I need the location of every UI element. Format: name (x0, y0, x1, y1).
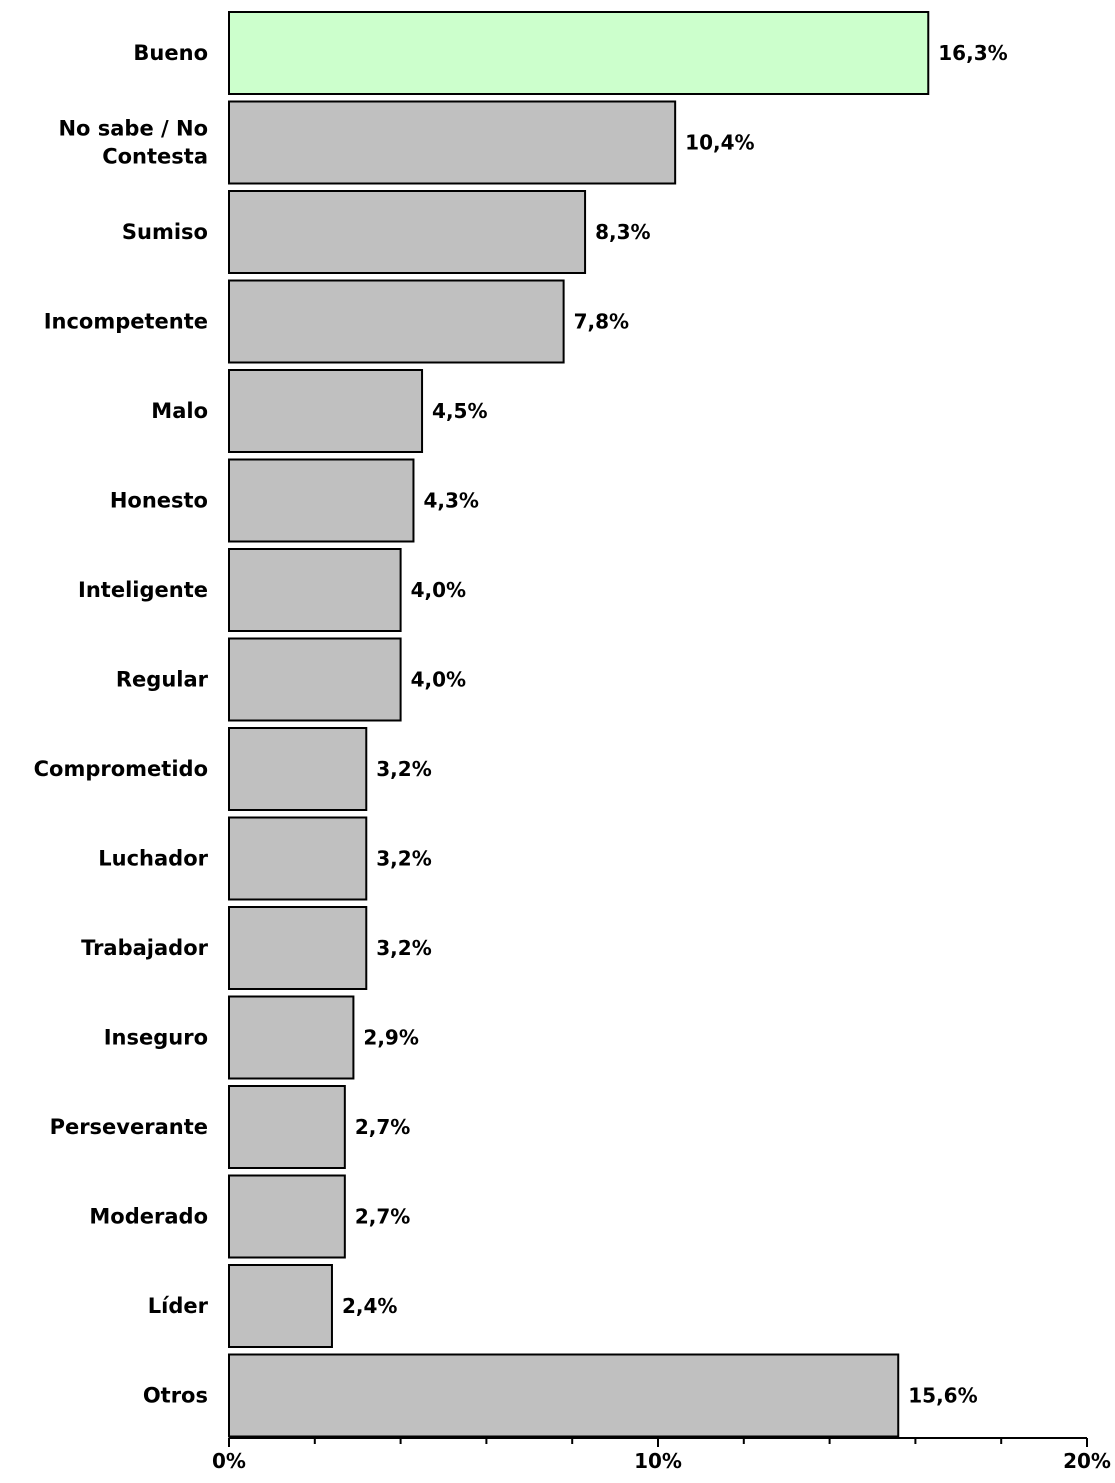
bar-3 (228, 190, 587, 274)
bar-10 (228, 816, 368, 901)
category-label-15: Líder (148, 1294, 209, 1318)
category-label-1: Bueno (133, 41, 208, 65)
bar-4 (228, 279, 565, 364)
category-label-16: Otros (143, 1384, 208, 1408)
bar-12 (228, 995, 355, 1080)
category-label-10: Luchador (98, 847, 208, 871)
value-label-12: 2,9% (363, 1026, 418, 1050)
category-label-6: Honesto (110, 489, 208, 513)
category-label-2: No sabe / No Contesta (58, 117, 208, 169)
category-label-9: Comprometido (34, 757, 208, 781)
x-tick-label-0: 0% (212, 1449, 246, 1473)
value-label-8: 4,0% (411, 668, 466, 692)
bar-7 (228, 548, 402, 632)
value-label-13: 2,7% (355, 1115, 410, 1139)
x-tick-label-1: 10% (634, 1449, 682, 1473)
value-label-16: 15,6% (908, 1384, 977, 1408)
value-label-6: 4,3% (423, 489, 478, 513)
bar-15 (228, 1264, 333, 1348)
value-label-2: 10,4% (685, 131, 754, 155)
value-label-7: 4,0% (411, 578, 466, 602)
category-label-12: Inseguro (104, 1026, 208, 1050)
value-label-10: 3,2% (376, 847, 431, 871)
category-label-4: Incompetente (44, 310, 208, 334)
category-label-3: Sumiso (122, 220, 208, 244)
value-label-3: 8,3% (595, 220, 650, 244)
bar-16 (228, 1353, 900, 1438)
bar-9 (228, 727, 368, 811)
bar-14 (228, 1174, 346, 1259)
bar-6 (228, 458, 415, 543)
category-label-13: Perseverante (50, 1115, 208, 1139)
category-label-7: Inteligente (78, 578, 208, 602)
value-label-5: 4,5% (432, 399, 487, 423)
value-label-4: 7,8% (574, 310, 629, 334)
bar-5 (228, 369, 424, 453)
bar-11 (228, 906, 368, 990)
category-label-11: Trabajador (81, 936, 209, 960)
value-label-9: 3,2% (376, 757, 431, 781)
x-tick-label-2: 20% (1063, 1449, 1111, 1473)
category-label-5: Malo (151, 399, 208, 423)
bar-8 (228, 637, 402, 722)
bar-1 (228, 11, 930, 95)
category-label-8: Regular (116, 668, 209, 692)
value-label-15: 2,4% (342, 1294, 397, 1318)
bar-2 (228, 100, 677, 185)
category-label-14: Moderado (89, 1205, 208, 1229)
value-label-14: 2,7% (355, 1205, 410, 1229)
value-label-11: 3,2% (376, 936, 431, 960)
value-label-1: 16,3% (938, 41, 1007, 65)
bar-13 (228, 1085, 346, 1169)
